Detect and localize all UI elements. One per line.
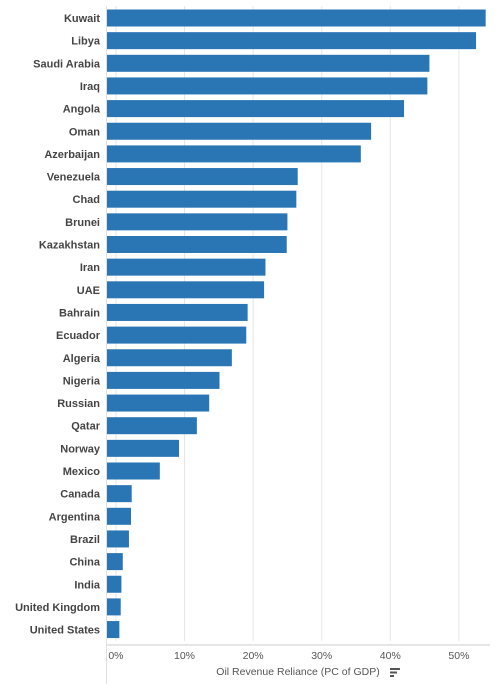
bar[interactable] [107, 54, 430, 72]
category-label: Chad [73, 194, 101, 206]
category-label: Angola [63, 104, 101, 116]
bar[interactable] [107, 100, 405, 118]
sort-descending-icon[interactable] [390, 668, 400, 677]
sort-icon-bar [390, 671, 397, 674]
bar[interactable] [107, 168, 298, 186]
category-label: Algeria [63, 353, 101, 365]
bar[interactable] [107, 439, 180, 457]
category-label: Canada [60, 489, 101, 501]
x-tick-label: 40% [380, 650, 401, 662]
bar[interactable] [107, 417, 197, 435]
bar[interactable] [107, 326, 247, 344]
category-label: Venezuela [47, 172, 101, 184]
bar[interactable] [107, 145, 361, 163]
bar[interactable] [107, 485, 132, 503]
x-tick-label: 20% [243, 650, 264, 662]
category-label: China [69, 557, 100, 569]
bar[interactable] [107, 213, 288, 231]
category-label: United States [30, 625, 100, 637]
bar[interactable] [107, 77, 428, 95]
bar[interactable] [107, 553, 123, 571]
category-label: Oman [69, 126, 100, 138]
category-label: Argentina [49, 511, 101, 523]
category-label: Libya [71, 36, 101, 48]
bar[interactable] [107, 462, 160, 480]
bar[interactable] [107, 9, 486, 27]
bar[interactable] [107, 236, 287, 253]
bar[interactable] [107, 349, 232, 367]
category-label: India [74, 579, 101, 591]
category-label: Iran [80, 262, 100, 274]
category-label: Brunei [65, 217, 100, 229]
bar[interactable] [107, 371, 220, 389]
category-label: Azerbaijan [44, 149, 100, 161]
category-label: Saudi Arabia [33, 58, 101, 70]
bar[interactable] [107, 530, 129, 548]
category-label: UAE [77, 285, 100, 297]
bar[interactable] [107, 258, 266, 276]
sort-icon-bar [390, 675, 394, 677]
category-labels: Kuwait Libya Saudi Arabia Iraq Angola Oman Aze… [15, 13, 101, 637]
bar[interactable] [107, 190, 297, 208]
category-label: Kuwait [64, 13, 100, 25]
bar[interactable] [107, 303, 248, 321]
category-label: Ecuador [56, 330, 101, 342]
sort-icon-bar [390, 668, 400, 670]
x-tick-labels: 0% 10% 20% 30% 40% 50% [108, 650, 469, 662]
category-label: Iraq [80, 81, 100, 93]
bars [107, 9, 486, 639]
category-label: Norway [60, 443, 101, 455]
x-tick-label: 10% [174, 650, 195, 662]
category-label: Brazil [70, 534, 100, 546]
category-label: Russian [57, 398, 100, 410]
x-tick-label: 50% [448, 650, 469, 662]
bar[interactable] [107, 598, 121, 616]
bar[interactable] [107, 621, 120, 639]
bar[interactable] [107, 32, 477, 50]
category-label: Bahrain [59, 307, 100, 319]
bar[interactable] [107, 507, 132, 525]
category-label: Mexico [63, 466, 101, 478]
x-tick-label: 30% [311, 650, 332, 662]
x-tick-label: 0% [108, 650, 123, 662]
bar[interactable] [107, 281, 265, 299]
category-label: Qatar [71, 421, 100, 433]
bar[interactable] [107, 394, 210, 412]
x-axis-title: Oil Revenue Reliance (PC of GDP) [216, 666, 379, 678]
category-label: Kazakhstan [39, 240, 100, 252]
category-label: United Kingdom [15, 602, 100, 614]
category-label: Nigeria [63, 375, 101, 387]
bar[interactable] [107, 122, 372, 140]
bar[interactable] [107, 575, 122, 593]
